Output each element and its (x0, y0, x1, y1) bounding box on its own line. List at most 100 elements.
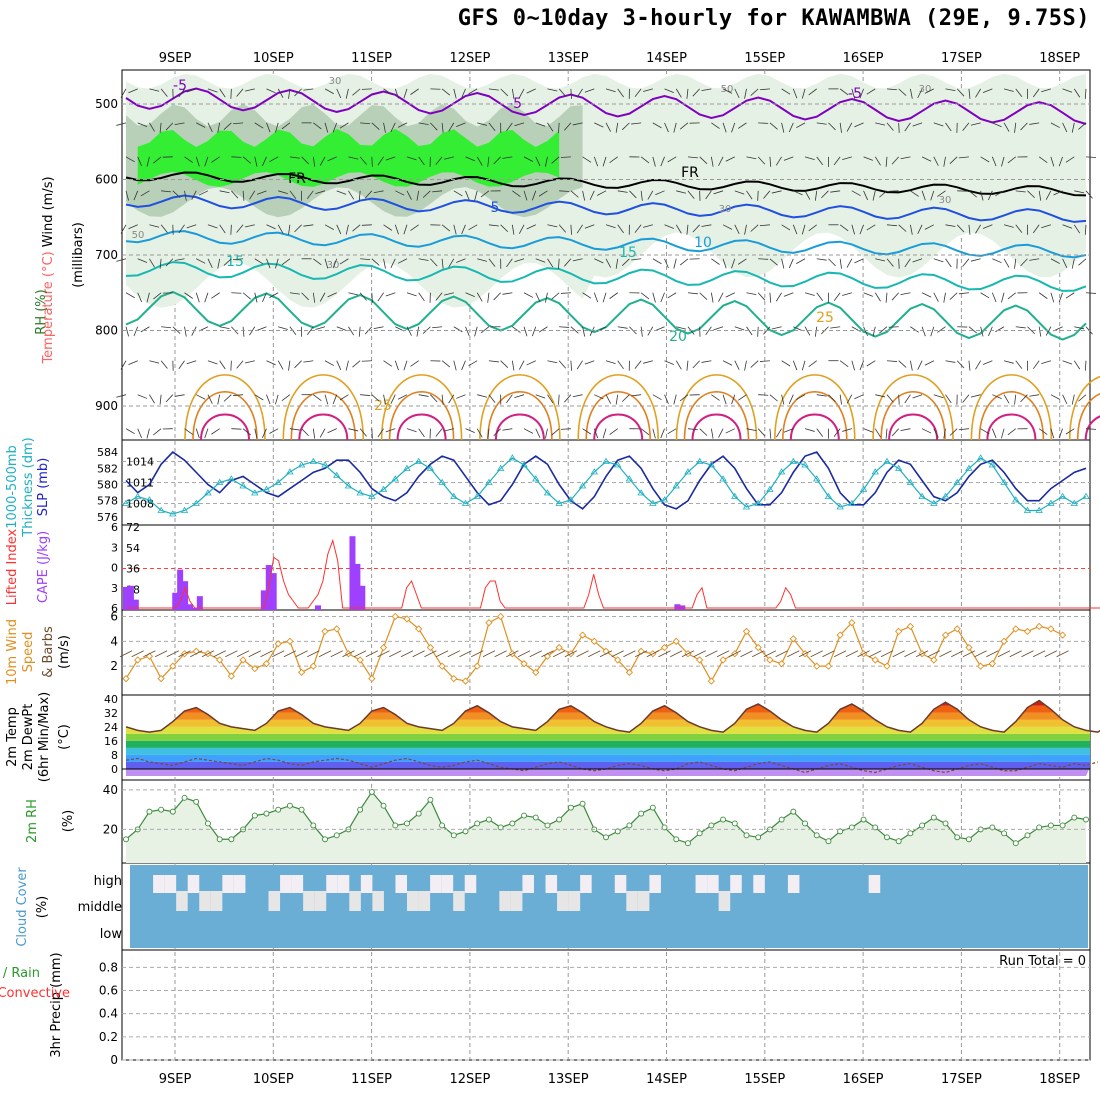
wind-barb (760, 361, 770, 362)
wind-speed-point (931, 657, 937, 663)
wind-barb (524, 429, 533, 434)
wind-barb (887, 395, 893, 403)
wind-tick-label: 6 (110, 609, 118, 623)
wind-barb (1015, 395, 1016, 405)
rh-point (334, 833, 339, 838)
wind-barb (205, 293, 208, 302)
rh-point (721, 817, 726, 822)
wind-barb (456, 395, 465, 399)
wind-barb-10m (904, 651, 916, 657)
wind-speed-point (872, 657, 878, 663)
wind-barb-10m (834, 651, 846, 657)
wind-barb (830, 327, 840, 328)
date-label-bottom: 14SEP (646, 1072, 687, 1087)
wind-barb (661, 293, 665, 302)
wind-barb (488, 293, 489, 303)
wind-barb (751, 361, 758, 368)
temp-color-band (122, 713, 1090, 720)
date-label-top: 14SEP (646, 51, 687, 66)
cloud-level-label: high (94, 874, 122, 889)
wind-barb (594, 293, 597, 302)
rh-point (861, 817, 866, 822)
wind-barb-10m (319, 651, 331, 657)
wind-barb-10m (893, 651, 905, 657)
rh-point (416, 811, 421, 816)
wind-barb (196, 293, 199, 303)
rh-point (1084, 817, 1089, 822)
rh-point (1013, 841, 1018, 846)
wind-barb (723, 361, 732, 366)
li-axis-title: Lifted Index (5, 528, 20, 605)
wind-barb-10m (553, 651, 565, 657)
wind-barb (454, 327, 463, 332)
cape-axis-title-part: CAPE (J/kg) (36, 531, 51, 603)
wind-barb (969, 327, 977, 333)
wind-barb (539, 327, 547, 332)
wind-barb (149, 361, 159, 363)
wind-barb (1074, 361, 1079, 369)
wind-barb (231, 225, 232, 235)
temp-tick-label: 24 (104, 721, 118, 734)
wind-barb (828, 259, 835, 266)
temperature-dome (775, 375, 855, 440)
temperature-dome (987, 415, 1035, 440)
wind-barb (992, 293, 996, 302)
wind-barb (643, 361, 653, 364)
rh-point (252, 813, 257, 818)
cape-bar (359, 586, 365, 610)
precip-tick-label: 0.6 (99, 984, 118, 998)
wind-barb (809, 361, 817, 367)
date-label-top: 9SEP (159, 51, 192, 66)
temp-color-band (122, 748, 1090, 755)
wind-speed-point (907, 623, 913, 629)
wind-barb-10m (436, 651, 448, 657)
wind-barb (245, 361, 255, 363)
wind-barb (680, 259, 688, 265)
wind-barb (983, 361, 992, 365)
rh2m-axis-title-part: 2m RH (25, 799, 40, 843)
wind-barb (378, 293, 384, 301)
temp-tick-label: 32 (104, 707, 118, 720)
date-label-top: 15SEP (744, 51, 785, 66)
slp-point (1083, 494, 1089, 499)
wind-barb-10m (869, 651, 881, 657)
wind-barb (547, 361, 557, 363)
rh-point (1025, 833, 1030, 838)
temp-color-band (122, 762, 1090, 769)
wind-barb (772, 327, 782, 329)
wind-barb (275, 395, 278, 405)
wind-barb-10m (518, 651, 530, 657)
rh2m-axis-title-unit: (%) (61, 810, 76, 833)
wind-barb (337, 327, 346, 331)
wind-barb (746, 293, 756, 295)
temperature-dome (496, 415, 544, 440)
wind-barb (266, 361, 275, 365)
wind-barb-10m (155, 651, 167, 657)
rh-point (299, 807, 304, 812)
wind-barb (1029, 395, 1039, 397)
wind-barb-10m (237, 651, 249, 657)
wind-speed-point (943, 632, 949, 638)
wind-barb (641, 327, 642, 337)
cloud-cell-high (222, 875, 234, 893)
wind-barb (886, 293, 887, 303)
cloud-cell-middle (176, 891, 188, 911)
wind-barb (134, 327, 138, 336)
wind-barb (1004, 395, 1009, 404)
cloud-level-label: middle (78, 900, 122, 915)
wind-speed-point (697, 657, 703, 663)
wind-barb (243, 327, 244, 337)
wind-barb (289, 361, 290, 371)
rh-point (779, 817, 784, 822)
rh-contour-label: 30 (939, 195, 952, 206)
wind-barb-10m (1021, 651, 1033, 657)
precip-convective-label: Convective (0, 986, 70, 1001)
cape-bar (315, 605, 321, 610)
wind-barb (502, 293, 512, 295)
wind-barb (126, 327, 129, 337)
wind-barb (887, 361, 897, 362)
wind-barb (981, 293, 990, 298)
wind-barb (469, 361, 478, 366)
wind-barb (789, 259, 793, 268)
wind-barb (918, 361, 922, 370)
